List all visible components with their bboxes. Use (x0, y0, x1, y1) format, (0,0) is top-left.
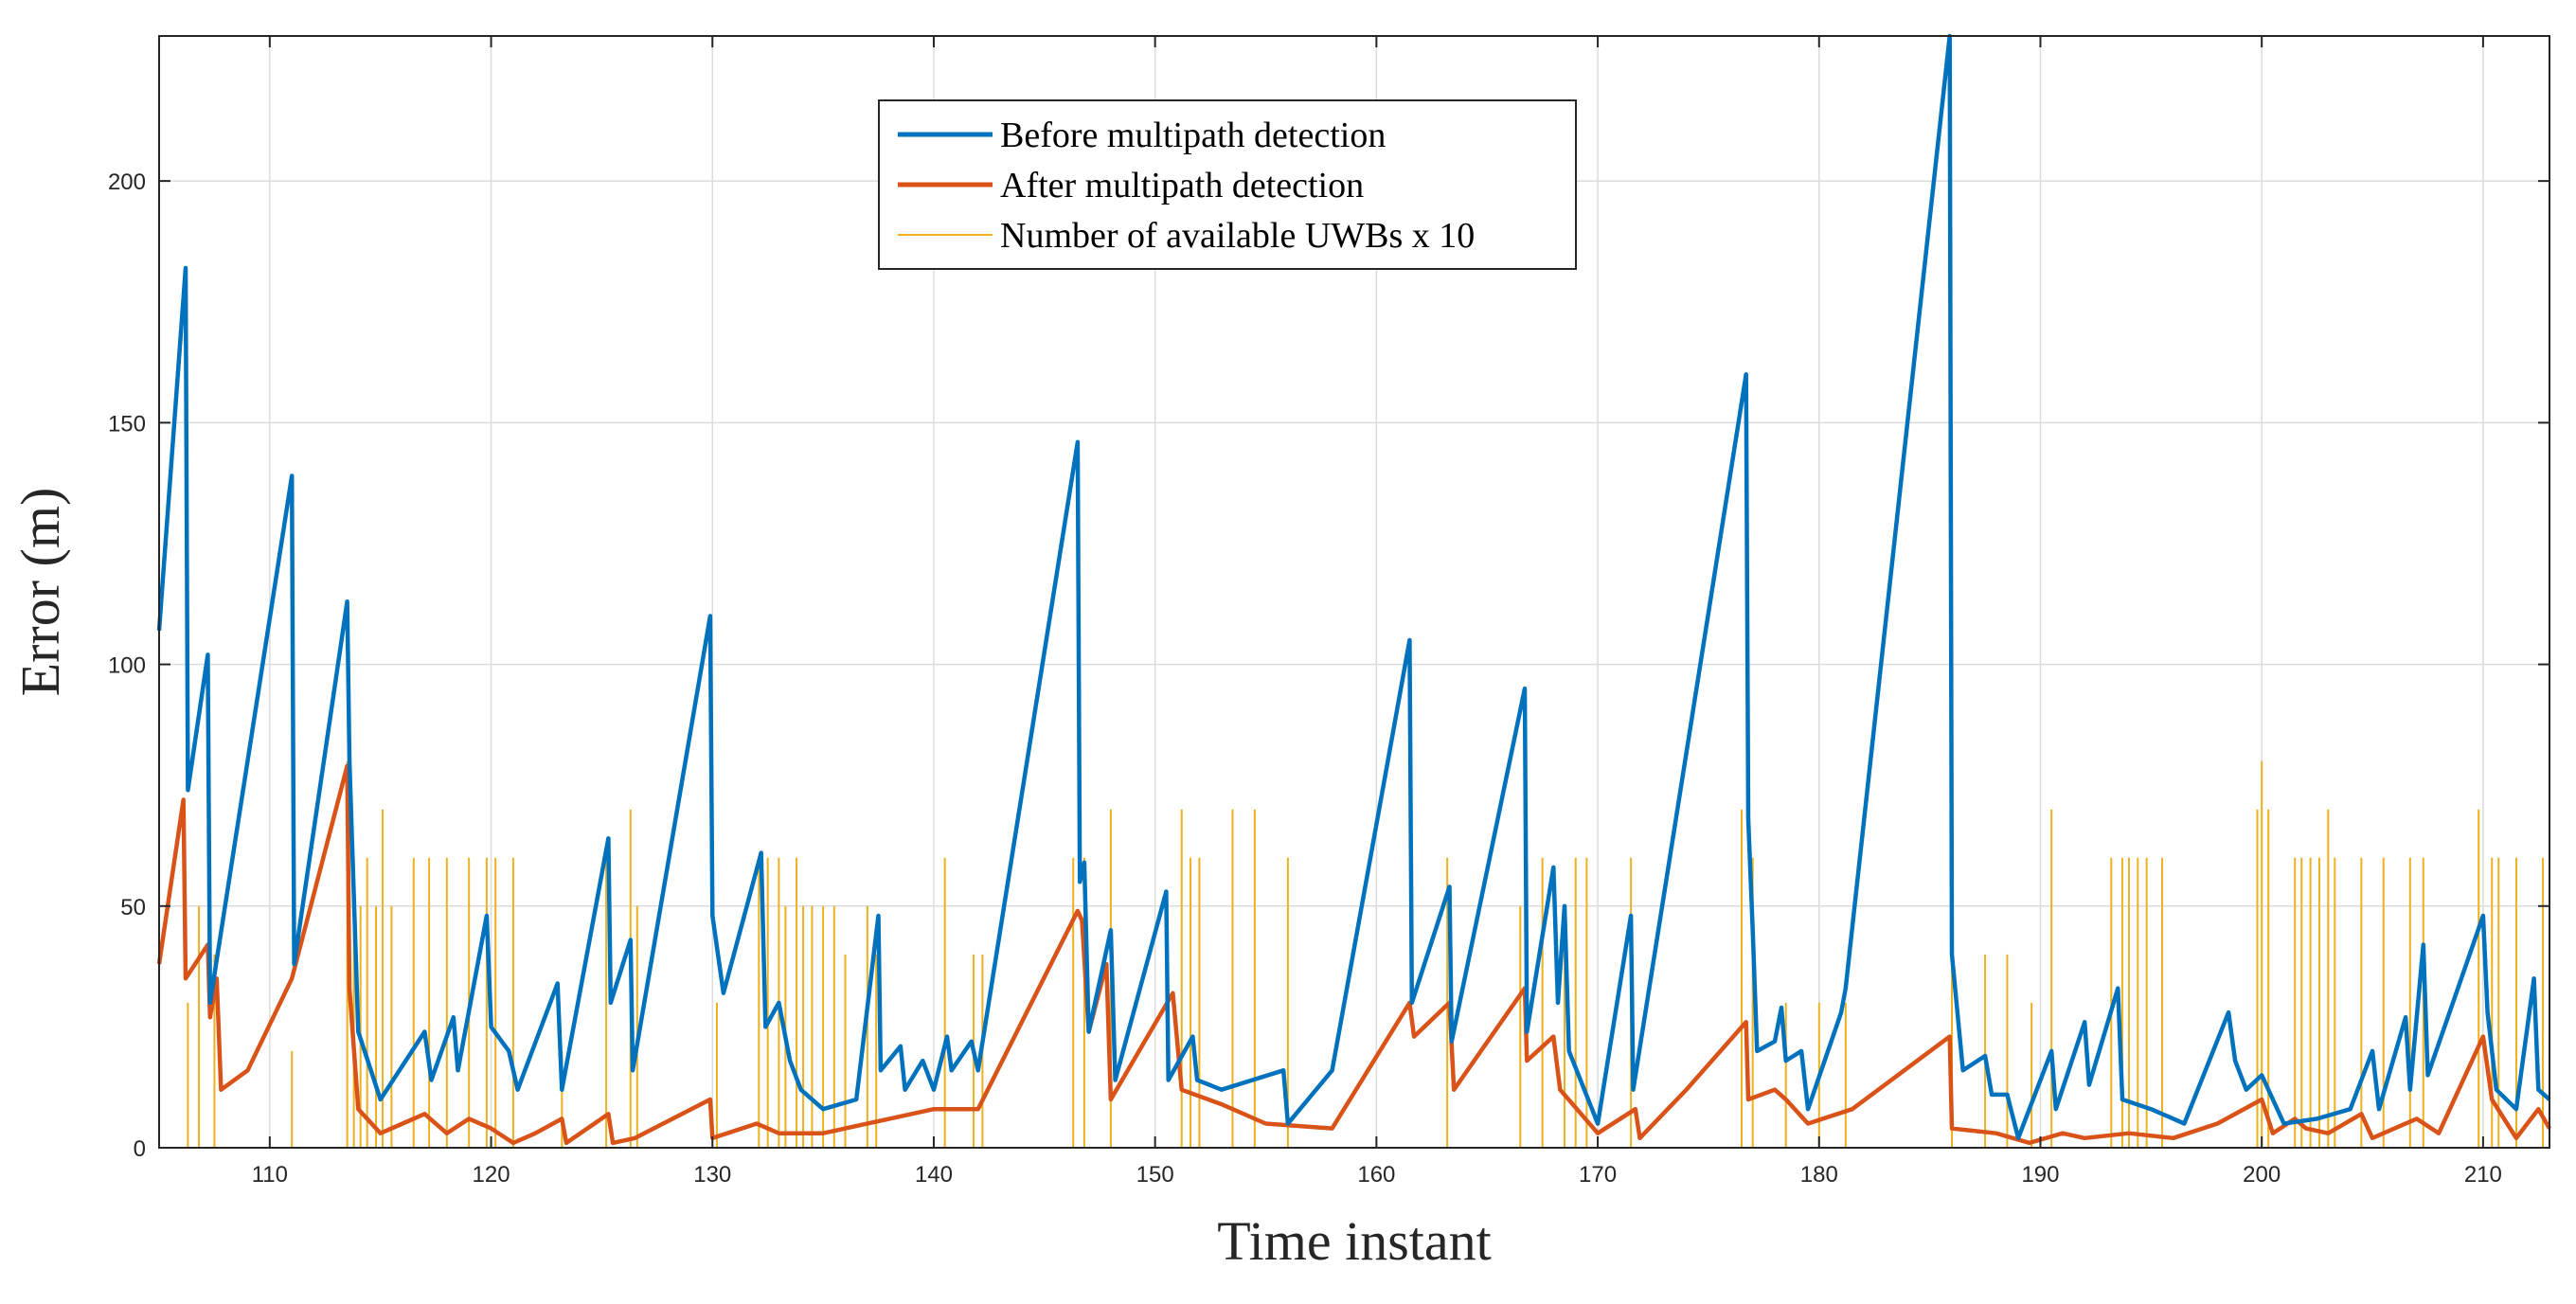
grid (159, 36, 2549, 1149)
legend-label-uwb: Number of available UWBs x 10 (1000, 216, 1475, 256)
series-after-detection (156, 763, 2551, 1146)
y-tick-label: 150 (108, 411, 146, 437)
plot-series (156, 33, 2551, 1149)
legend-label-before: Before multipath detection (1000, 116, 1386, 155)
axis-ticks: 110 120 130 140 150 160 170 180 190 200 210 0 50 100 1… (108, 36, 2549, 1188)
series-before-detection (156, 33, 2551, 1141)
x-tick-label: 110 (252, 1162, 288, 1188)
x-tick-label: 200 (2243, 1162, 2281, 1188)
plot-area-frame (158, 35, 2550, 1149)
x-tick-label: 140 (915, 1162, 953, 1188)
legend: Before multipath detection After multipa… (878, 99, 1577, 270)
y-axis-title: Error (m) (9, 488, 71, 697)
y-tick-label: 200 (108, 170, 146, 195)
x-tick-label: 160 (1357, 1162, 1395, 1188)
y-tick-label: 50 (120, 895, 146, 920)
legend-label-after: After multipath detection (1000, 166, 1364, 205)
x-tick-label: 120 (473, 1162, 510, 1188)
x-tick-label: 180 (1800, 1162, 1838, 1188)
x-tick-label: 170 (1579, 1162, 1617, 1188)
x-tick-label: 210 (2464, 1162, 2502, 1188)
legend-box (878, 99, 1577, 270)
y-tick-label: 100 (108, 653, 146, 679)
x-tick-label: 150 (1136, 1162, 1174, 1188)
x-tick-label: 190 (2021, 1162, 2059, 1188)
x-tick-label: 130 (693, 1162, 731, 1188)
x-axis-title: Time instant (1217, 1210, 1492, 1272)
y-tick-label: 0 (134, 1136, 146, 1162)
